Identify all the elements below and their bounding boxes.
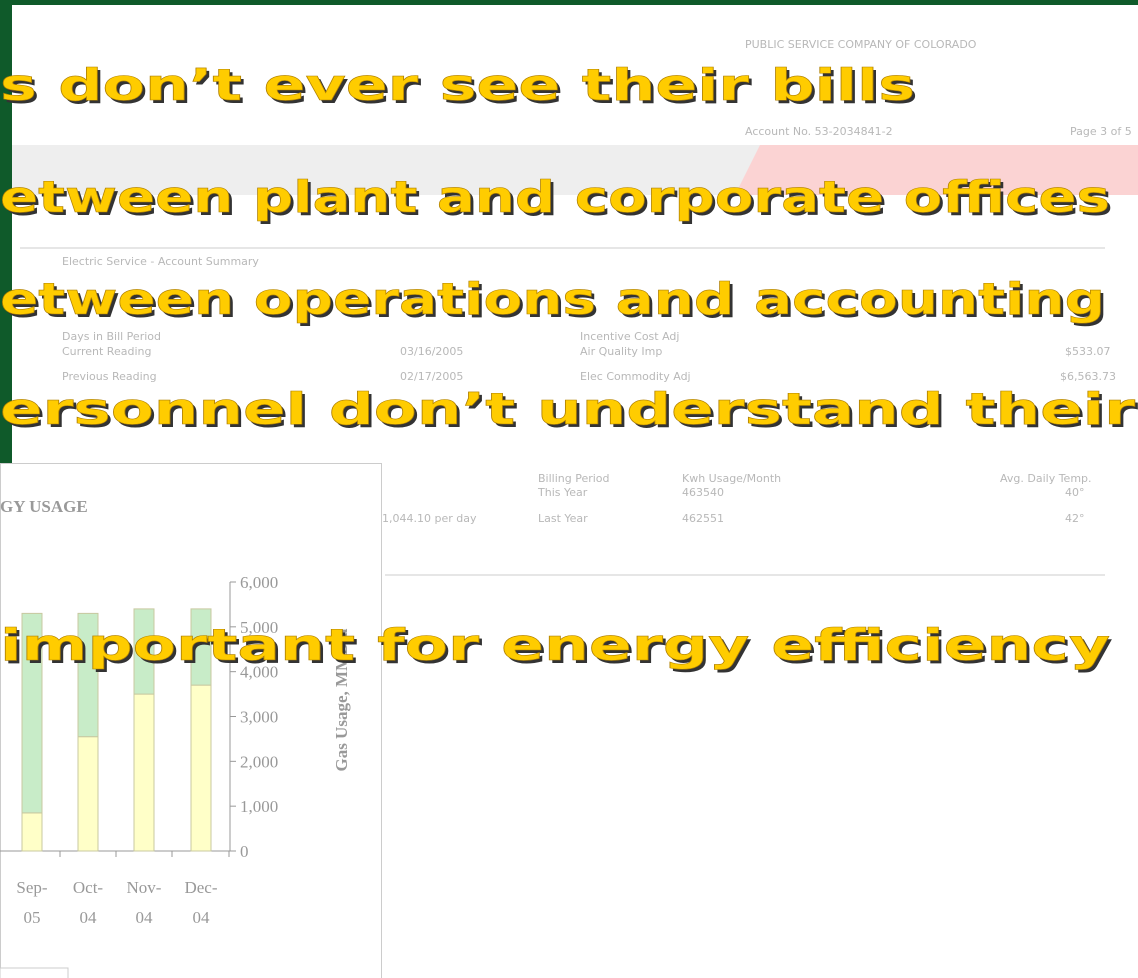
bill-text: PUBLIC SERVICE COMPANY OF COLORADO: [745, 38, 977, 51]
bill-text: 03/16/2005: [400, 345, 463, 358]
bar-segment: [78, 737, 98, 851]
bar-segment: [134, 694, 154, 851]
bill-text: Previous Reading: [62, 370, 157, 383]
bullet: ersonnel don’t understand their: [0, 384, 1135, 435]
bullet: etween plant and corporate offices: [0, 172, 1110, 223]
bill-text: Elec Commodity Adj: [580, 370, 691, 383]
bill-text: Incentive Cost Adj: [580, 330, 679, 343]
bar-segment: [191, 685, 211, 851]
bill-text: Kwh Usage/Month: [682, 472, 781, 485]
bullet: important for energy efficiency: [0, 620, 1110, 671]
bill-text: Air Quality Imp: [580, 345, 662, 358]
y2-tick-label: 0: [240, 842, 249, 861]
y2-tick-label: 1,000: [240, 797, 278, 816]
y2-tick-label: 6,000: [240, 573, 278, 592]
bullet: etween operations and accounting: [0, 274, 1105, 325]
bill-text: Electric Service - Account Summary: [62, 255, 259, 268]
bullet: s don’t ever see their bills: [0, 60, 915, 111]
bill-text: 463540: [682, 486, 724, 499]
y2-tick-label: 3,000: [240, 708, 278, 727]
slide: PUBLIC SERVICE COMPANY OF COLORADO Accoun…: [0, 0, 1138, 978]
bill-text: Avg. Daily Temp.: [1000, 472, 1092, 485]
bill-text: 42°: [1065, 512, 1085, 525]
bill-text: This Year: [537, 486, 588, 499]
legend-box: [0, 968, 68, 978]
bill-text: 462551: [682, 512, 724, 525]
bill-text: Page 3 of 5: [1070, 125, 1132, 138]
bill-text: $533.07: [1065, 345, 1111, 358]
bill-text: $6,563.73: [1060, 370, 1116, 383]
y2-tick-label: 2,000: [240, 752, 278, 771]
bar-segment: [22, 813, 42, 851]
bill-text: Billing Period: [538, 472, 610, 485]
bill-text: 02/17/2005: [400, 370, 463, 383]
bill-text: 1,044.10 per day: [382, 512, 477, 525]
bill-text: Last Year: [538, 512, 588, 525]
bill-text: Days in Bill Period: [62, 330, 161, 343]
chart-title: GY USAGE: [0, 497, 88, 516]
bill-text: Account No. 53-2034841-2: [745, 125, 893, 138]
frame-top: [0, 0, 1138, 5]
bill-text: Current Reading: [62, 345, 151, 358]
bill-text: 40°: [1065, 486, 1085, 499]
